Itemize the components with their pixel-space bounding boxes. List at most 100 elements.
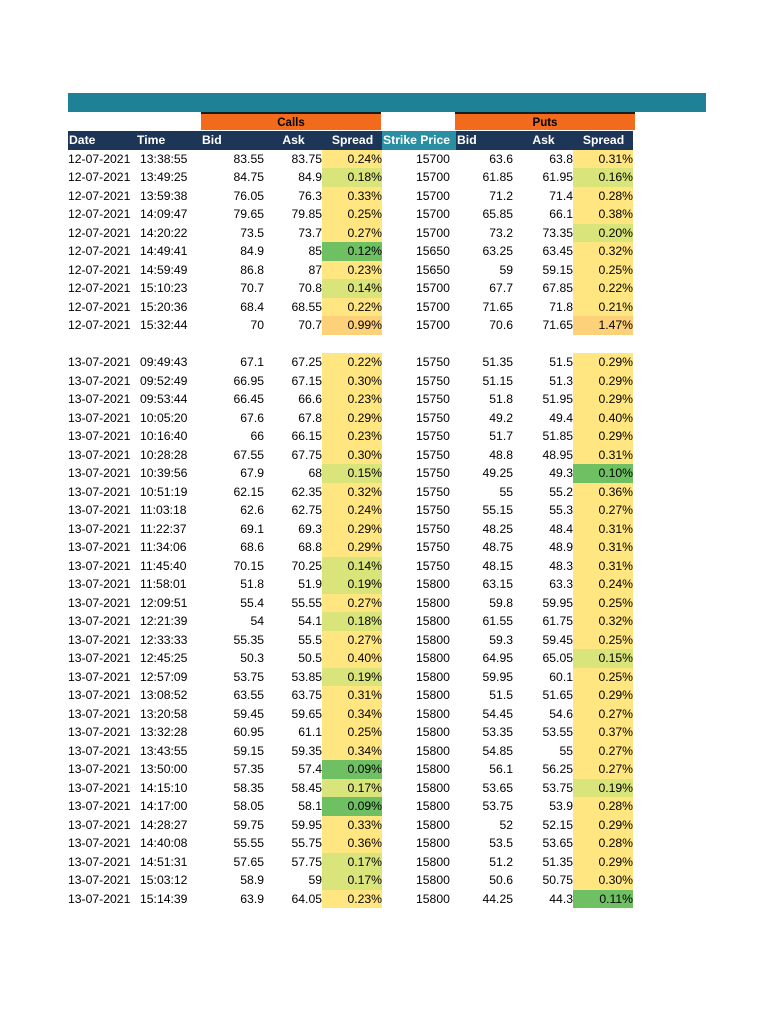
put-ask-cell: 55 [559, 743, 573, 758]
time-cell: 14:17:00 [140, 799, 188, 813]
call-spread-cell: 0.17% [322, 871, 382, 890]
table-row: 13-07-2021 14:17:00 58.05 58.1 0.09% 15800 53.… [68, 797, 633, 816]
put-ask-cell: 48.9 [549, 540, 573, 554]
table-row: 12-07-2021 14:20:22 73.5 73.7 0.27% 15700 73.2… [68, 223, 633, 242]
put-bid-cell: 49.25 [482, 466, 514, 480]
call-spread-cell: 0.19% [322, 575, 382, 594]
put-spread-cell: 0.27% [573, 760, 633, 779]
time-cell: 15:14:39 [140, 891, 188, 906]
put-bid-cell: 48.75 [482, 540, 514, 554]
strike-cell: 15700 [416, 281, 450, 295]
put-ask-cell: 63.3 [549, 577, 573, 591]
call-bid-cell: 62.15 [233, 484, 265, 499]
put-spread-cell: 0.37% [573, 723, 633, 742]
put-spread-cell: 0.30% [573, 871, 633, 890]
table-row: 13-07-2021 09:52:49 66.95 67.15 0.30% 15750 51… [68, 371, 633, 390]
date-cell: 12-07-2021 [68, 170, 131, 184]
call-ask-cell: 51.9 [298, 577, 322, 591]
put-bid-cell: 53.5 [489, 836, 513, 850]
call-bid-cell: 68.6 [240, 540, 264, 554]
call-spread-cell: 0.14% [322, 556, 382, 575]
strike-cell: 15750 [416, 484, 450, 499]
call-bid-cell: 83.55 [233, 151, 265, 166]
strike-price-header: Strike Price [382, 131, 456, 150]
call-spread-cell: 0.31% [322, 686, 382, 705]
puts-group-header: Puts [455, 112, 635, 130]
call-bid-cell: 68.4 [240, 299, 264, 314]
call-spread-cell: 0.17% [322, 852, 382, 871]
put-ask-cell: 65.05 [542, 651, 574, 665]
time-cell: 14:28:27 [140, 817, 188, 832]
put-ask-header: Ask [513, 131, 573, 150]
date-cell: 12-07-2021 [68, 188, 131, 203]
table-row: 12-07-2021 15:10:23 70.7 70.8 0.14% 15700 67.7… [68, 279, 633, 298]
table-row: 13-07-2021 13:43:55 59.15 59.35 0.34% 15800 54… [68, 741, 633, 760]
put-bid-cell: 56.1 [489, 762, 513, 776]
strike-cell: 15700 [416, 188, 450, 203]
strike-cell: 15750 [416, 558, 450, 573]
put-spread-cell: 1.47% [573, 316, 633, 335]
date-cell: 13-07-2021 [68, 725, 131, 739]
call-bid-cell: 63.55 [233, 688, 265, 702]
put-bid-cell: 49.2 [489, 410, 513, 425]
put-spread-cell: 0.27% [573, 704, 633, 723]
put-spread-cell: 0.32% [573, 242, 633, 261]
time-cell: 15:03:12 [140, 873, 188, 887]
put-ask-cell: 48.95 [542, 447, 574, 462]
put-ask-cell: 61.95 [542, 170, 574, 184]
put-bid-cell: 52 [499, 817, 513, 832]
time-cell: 15:32:44 [140, 318, 188, 332]
time-cell: 13:59:38 [140, 188, 188, 203]
call-bid-cell: 53.75 [233, 669, 265, 684]
put-spread-cell: 0.15% [573, 649, 633, 668]
date-cell: 13-07-2021 [68, 540, 131, 554]
put-ask-cell: 51.3 [549, 373, 573, 388]
call-ask-cell: 63.75 [291, 688, 323, 702]
call-ask-cell: 50.5 [298, 651, 322, 665]
call-bid-cell: 67.6 [240, 410, 264, 425]
call-spread-cell: 0.40% [322, 649, 382, 668]
time-cell: 10:05:20 [140, 410, 188, 425]
time-header: Time [136, 131, 201, 150]
call-ask-cell: 66.6 [298, 392, 322, 406]
time-cell: 13:49:25 [140, 170, 188, 184]
date-cell: 13-07-2021 [68, 484, 131, 499]
date-cell: 13-07-2021 [68, 743, 131, 758]
call-bid-header: Bid [201, 131, 264, 150]
time-cell: 09:49:43 [140, 355, 188, 369]
date-cell: 12-07-2021 [68, 318, 131, 332]
call-ask-cell: 59 [308, 873, 322, 887]
date-cell: 13-07-2021 [68, 429, 131, 443]
call-spread-cell: 0.25% [322, 723, 382, 742]
put-ask-cell: 71.65 [542, 318, 574, 332]
put-bid-cell: 59 [499, 262, 513, 277]
put-spread-cell: 0.40% [573, 408, 633, 427]
time-cell: 11:34:06 [140, 540, 187, 554]
put-bid-cell: 51.5 [489, 688, 513, 702]
table-row: 12-07-2021 13:59:38 76.05 76.3 0.33% 15700 71.… [68, 186, 633, 205]
call-ask-cell: 84.9 [298, 170, 322, 184]
time-cell: 10:39:56 [140, 466, 188, 480]
call-bid-cell: 59.45 [233, 706, 265, 721]
put-spread-cell: 0.31% [573, 149, 633, 168]
call-bid-cell: 73.5 [240, 225, 264, 240]
put-bid-cell: 65.85 [482, 207, 514, 221]
put-bid-cell: 64.95 [482, 651, 514, 665]
strike-cell: 15800 [416, 762, 450, 776]
call-ask-cell: 68.55 [291, 299, 323, 314]
put-bid-cell: 44.25 [482, 891, 514, 906]
put-ask-cell: 53.9 [549, 799, 573, 813]
put-bid-cell: 67.7 [489, 281, 513, 295]
call-ask-cell: 79.85 [291, 207, 323, 221]
call-spread-cell: 0.29% [322, 538, 382, 557]
table-row: 13-07-2021 11:45:40 70.15 70.25 0.14% 15750 48… [68, 556, 633, 575]
date-cell: 13-07-2021 [68, 817, 131, 832]
strike-cell: 15800 [416, 854, 450, 869]
date-cell: 13-07-2021 [68, 373, 131, 388]
put-spread-cell: 0.25% [573, 260, 633, 279]
put-bid-cell: 63.25 [482, 244, 514, 258]
strike-cell: 15800 [416, 817, 450, 832]
call-spread-cell: 0.34% [322, 741, 382, 760]
put-ask-cell: 51.65 [542, 688, 574, 702]
strike-cell: 15800 [416, 780, 450, 795]
